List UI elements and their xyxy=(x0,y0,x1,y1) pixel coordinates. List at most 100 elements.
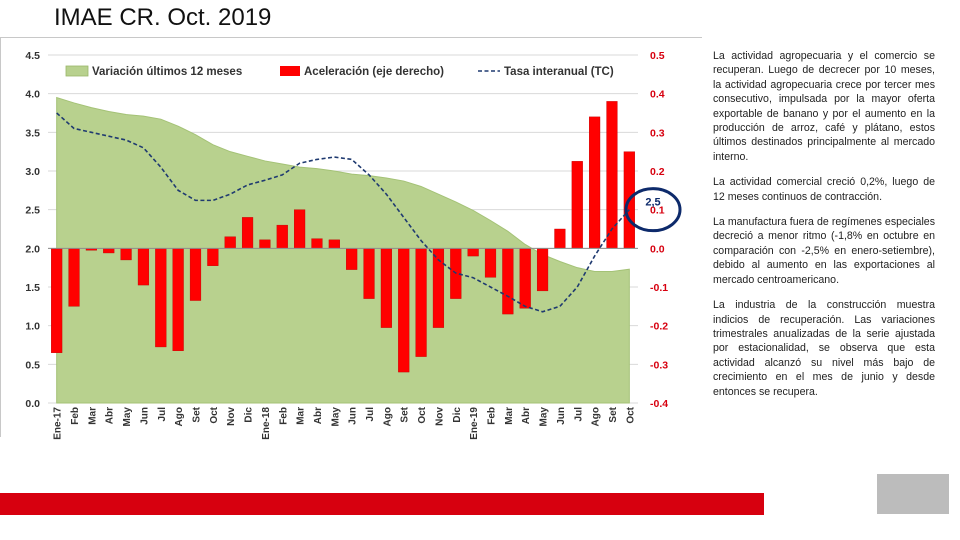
category-label: Ago xyxy=(591,407,602,426)
legend-label-area: Variación últimos 12 meses xyxy=(92,66,242,78)
category-label: Ago xyxy=(174,407,185,426)
annotation-group: 2,5 xyxy=(624,187,682,233)
bar-aceleracion xyxy=(224,236,236,249)
category-label: Mar xyxy=(87,407,98,425)
footer-bar xyxy=(0,493,764,515)
legend-swatch-bar xyxy=(280,66,300,76)
bar-aceleracion xyxy=(103,248,115,254)
paragraph-agropecuaria: La actividad agropecuaria y el comercio … xyxy=(713,50,935,163)
paragraph-comercio: La actividad comercial creció 0,2%, lueg… xyxy=(713,176,935,203)
category-label: May xyxy=(122,407,133,427)
bar-aceleracion xyxy=(536,248,549,292)
bar-aceleracion xyxy=(398,248,410,373)
bar-aceleracion xyxy=(554,228,566,249)
category-label: Set xyxy=(400,406,411,422)
left-tick-label: 4.5 xyxy=(25,50,40,62)
title-divider xyxy=(0,37,702,38)
right-tick-label: -0.1 xyxy=(650,282,668,294)
bar-aceleracion xyxy=(294,209,306,249)
category-label: Dic xyxy=(244,407,255,423)
right-tick-label: 0.1 xyxy=(650,205,665,217)
bar-aceleracion xyxy=(380,248,392,328)
right-tick-label: 0.5 xyxy=(650,50,665,62)
category-label: Jun xyxy=(139,407,150,425)
bar-aceleracion xyxy=(467,248,479,257)
bar-aceleracion xyxy=(415,248,427,357)
bar-aceleracion xyxy=(241,217,254,249)
category-label: Ene-18 xyxy=(261,407,272,440)
axes-group: 0.0 0.5 1.0 1.5 2.0 2.5 3.0 3.5 4.0 4.5 -0.4 -0.3 -0… xyxy=(25,50,668,440)
left-tick-label: 1.5 xyxy=(25,282,40,294)
bar-aceleracion xyxy=(51,248,63,353)
category-label: Ene-17 xyxy=(53,407,64,440)
bar-aceleracion xyxy=(571,161,583,249)
left-tick-label: 3.5 xyxy=(25,127,40,139)
bar-aceleracion xyxy=(259,239,271,249)
annotation-circle xyxy=(624,187,682,233)
category-label: Mar xyxy=(504,407,515,425)
category-label: Jul xyxy=(573,407,584,422)
category-label: May xyxy=(539,407,550,427)
right-tick-label: -0.4 xyxy=(650,398,668,410)
paragraph-construccion: La industria de la construcción muestra … xyxy=(713,299,935,398)
category-label: Abr xyxy=(105,407,116,424)
left-tick-label: 3.0 xyxy=(25,166,40,178)
right-tick-label: 0.2 xyxy=(650,166,665,178)
category-label: Dic xyxy=(452,407,463,423)
bar-aceleracion xyxy=(606,101,618,249)
left-tick-label: 2.0 xyxy=(25,243,40,255)
category-label: Set xyxy=(192,406,203,422)
line-series-group xyxy=(56,112,630,313)
bar-aceleracion xyxy=(172,248,184,351)
legend-label-line: Tasa interanual (TC) xyxy=(504,66,614,78)
area-variacion-12-meses xyxy=(56,96,630,404)
right-tick-label: 0.0 xyxy=(650,243,665,255)
category-label: Abr xyxy=(313,407,324,424)
bar-aceleracion xyxy=(189,248,202,301)
left-tick-label: 4.0 xyxy=(25,89,40,101)
footer-logo xyxy=(877,474,949,514)
left-tick-label: 0.0 xyxy=(25,398,40,410)
category-label: Set xyxy=(608,406,619,422)
imae-chart: 0.0 0.5 1.0 1.5 2.0 2.5 3.0 3.5 4.0 4.5 -0.4 -0.3 -0… xyxy=(25,50,682,440)
bar-aceleracion xyxy=(68,248,80,307)
bar-aceleracion xyxy=(120,248,132,261)
left-border xyxy=(0,37,1,437)
category-label: Jul xyxy=(365,407,376,422)
bar-aceleracion xyxy=(328,239,340,249)
left-tick-label: 1.0 xyxy=(25,321,40,333)
left-tick-label: 2.5 xyxy=(25,205,40,217)
bar-aceleracion xyxy=(519,248,531,309)
category-label: Feb xyxy=(487,407,498,425)
category-label: Mar xyxy=(296,407,307,425)
category-label: Abr xyxy=(521,407,532,424)
category-label: Feb xyxy=(70,407,81,425)
right-tick-label: 0.3 xyxy=(650,127,665,139)
category-label: Nov xyxy=(434,407,445,426)
line-tasa-interanual xyxy=(56,112,630,313)
area-series-group xyxy=(56,96,630,404)
bar-aceleracion xyxy=(311,238,323,249)
category-label: Jul xyxy=(157,407,168,422)
category-label: Feb xyxy=(278,407,289,425)
category-label: Oct xyxy=(209,406,220,423)
category-label: May xyxy=(330,407,341,427)
category-label: Oct xyxy=(625,406,636,423)
legend-label-bar: Aceleración (eje derecho) xyxy=(304,66,444,78)
paragraph-manufactura: La manufactura fuera de regímenes especi… xyxy=(713,216,935,286)
right-tick-label: -0.2 xyxy=(650,321,668,333)
category-label: Jun xyxy=(348,407,359,425)
annotation-label: 2,5 xyxy=(645,197,660,209)
bar-aceleracion xyxy=(137,248,150,286)
category-label: Ene-19 xyxy=(469,407,480,440)
bar-aceleracion xyxy=(484,248,497,278)
category-label: Oct xyxy=(417,406,428,423)
bar-aceleracion xyxy=(276,224,288,249)
legend: Variación últimos 12 meses Aceleración (e… xyxy=(65,65,614,78)
category-label: Nov xyxy=(226,407,237,426)
bar-aceleracion xyxy=(502,248,514,315)
bar-aceleracion xyxy=(207,248,219,266)
category-label: Jun xyxy=(556,407,567,425)
category-label: Ago xyxy=(382,407,393,426)
bar-aceleracion xyxy=(363,248,375,299)
